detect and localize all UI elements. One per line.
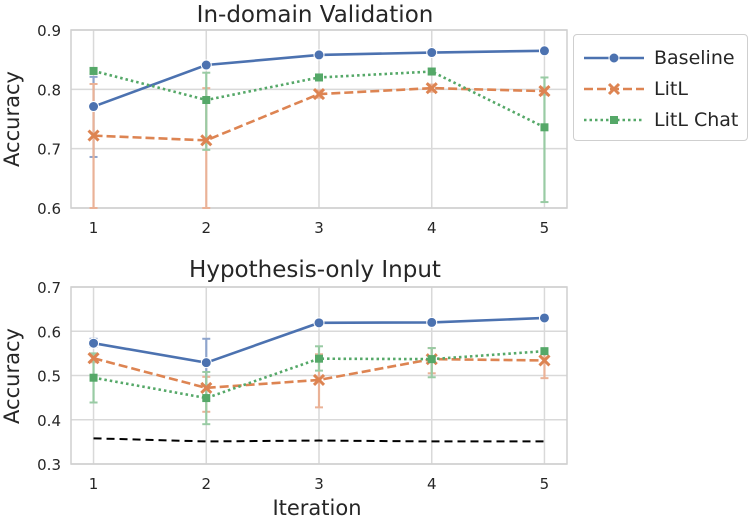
data-point-litl <box>538 354 551 367</box>
x-tick-label: 5 <box>540 475 550 493</box>
y-tick-label: 0.7 <box>37 279 61 297</box>
legend-item-litl-chat: LitL Chat <box>574 107 747 133</box>
data-point-litl <box>87 129 100 142</box>
x-tick-label: 1 <box>89 475 99 493</box>
y-tick-label: 0.8 <box>37 81 61 99</box>
data-point-baseline <box>313 317 325 329</box>
legend-swatch-litl <box>584 82 644 96</box>
data-point-litl-chat <box>540 123 549 132</box>
y-tick-label: 0.6 <box>37 323 61 341</box>
plot-area: 1 2 3 4 5 0.6 0.7 0.8 0.9 <box>37 22 568 237</box>
plot-frame <box>70 29 568 209</box>
data-point-baseline <box>88 337 100 349</box>
x-tick-label: 3 <box>314 219 324 237</box>
x-tick-label: 3 <box>314 475 324 493</box>
error-bar-litl-chat <box>202 71 211 151</box>
data-point-litl <box>312 88 326 101</box>
x-tick-label: 4 <box>427 219 437 237</box>
series-line-reference <box>93 437 545 443</box>
data-point-baseline <box>538 312 550 324</box>
y-tick-label: 0.5 <box>37 368 61 386</box>
y-tick-label: 0.3 <box>37 456 61 474</box>
data-point-litl-chat <box>202 96 211 105</box>
legend-item-litl: LitL <box>574 76 747 102</box>
data-point-litl <box>425 82 438 95</box>
data-point-litl-chat <box>202 394 211 403</box>
data-point-baseline <box>200 59 212 71</box>
data-point-litl-chat <box>427 67 436 76</box>
data-point-litl-chat <box>315 354 323 363</box>
data-point-baseline <box>426 316 438 328</box>
y-tick-label: 0.6 <box>37 200 61 218</box>
data-point-baseline <box>426 47 438 59</box>
data-point-baseline <box>538 45 550 57</box>
x-tick-label: 4 <box>427 475 437 493</box>
y-axis-label: Accuracy <box>0 71 24 167</box>
error-bar-litl-chat <box>540 76 549 204</box>
y-tick-label: 0.7 <box>37 141 61 159</box>
x-tick-label: 1 <box>89 219 99 237</box>
data-point-litl-chat <box>315 73 323 82</box>
data-point-baseline <box>200 357 212 369</box>
y-axis-label: Accuracy <box>0 328 24 424</box>
legend: Baseline LitL LitL Chat <box>573 34 748 141</box>
y-tick-label: 0.9 <box>37 22 61 40</box>
plot-frame <box>70 286 568 465</box>
x-tick-label: 2 <box>201 475 211 493</box>
x-tick-label: 2 <box>201 219 211 237</box>
chart-title: Hypothesis-only Input <box>189 257 441 283</box>
data-point-litl-chat <box>89 373 98 382</box>
data-point-baseline <box>88 101 100 113</box>
data-point-litl-chat <box>89 66 98 75</box>
panel-in-domain: In-domain Validation Accuracy 1 2 3 4 5 0.6 0.… <box>0 2 568 237</box>
legend-label: Baseline <box>654 47 735 69</box>
data-point-litl <box>538 85 551 98</box>
data-point-litl-chat <box>427 355 436 364</box>
data-point-litl <box>200 381 213 394</box>
data-point-litl <box>312 373 326 386</box>
data-point-litl <box>87 352 100 365</box>
legend-item-baseline: Baseline <box>574 45 747 71</box>
data-point-litl-chat <box>540 347 549 356</box>
legend-label: LitL Chat <box>654 109 739 131</box>
chart-title: In-domain Validation <box>197 2 434 28</box>
legend-swatch-litl-chat <box>584 116 644 124</box>
data-point-baseline <box>313 49 325 61</box>
legend-swatch-baseline <box>584 52 644 64</box>
y-tick-label: 0.4 <box>37 412 61 430</box>
plot-area: 1 2 3 4 5 0.3 0.4 0.5 0.6 0.7 <box>37 279 568 493</box>
data-point-litl <box>200 134 213 147</box>
legend-label: LitL <box>654 78 688 100</box>
x-axis-label: Iteration <box>272 496 361 520</box>
x-tick-label: 5 <box>540 219 550 237</box>
panel-hypothesis-only: Hypothesis-only Input Accuracy Iteration… <box>0 257 568 520</box>
